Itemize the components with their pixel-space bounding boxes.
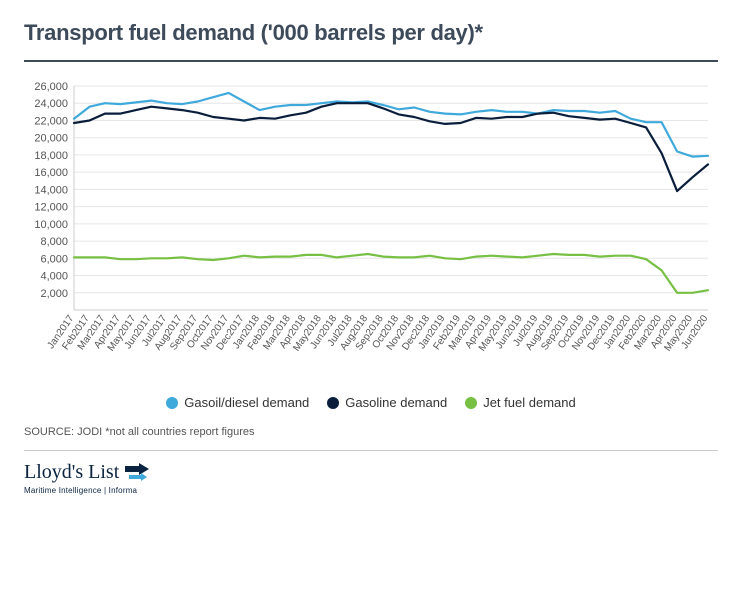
- legend-item: Gasoil/diesel demand: [166, 395, 309, 410]
- svg-text:10,000: 10,000: [34, 219, 68, 231]
- brand-block: Lloyd's List Maritime Intelligence | Inf…: [24, 461, 718, 495]
- title-divider: [24, 60, 718, 62]
- svg-text:6,000: 6,000: [40, 253, 68, 265]
- svg-text:18,000: 18,000: [34, 150, 68, 162]
- svg-text:14,000: 14,000: [34, 184, 68, 196]
- chart-svg: 2,000 4,000 6,000 8,000 10,000 12,000 14,000 16…: [24, 80, 718, 380]
- chart-title: Transport fuel demand ('000 barrels per …: [24, 20, 718, 46]
- chart-legend: Gasoil/diesel demand Gasoline demand Jet f…: [24, 395, 718, 410]
- svg-text:16,000: 16,000: [34, 167, 68, 179]
- brand-subtitle: Maritime Intelligence | Informa: [24, 486, 718, 495]
- legend-label: Gasoil/diesel demand: [184, 395, 309, 410]
- brand-arrow-icon: [125, 463, 149, 483]
- svg-text:8,000: 8,000: [40, 236, 68, 248]
- source-text: SOURCE: JODI *not all countries report f…: [24, 426, 718, 438]
- svg-text:4,000: 4,000: [40, 271, 68, 283]
- legend-item: Gasoline demand: [327, 395, 447, 410]
- svg-text:26,000: 26,000: [34, 81, 68, 93]
- legend-dot-icon: [465, 397, 477, 409]
- legend-label: Jet fuel demand: [483, 395, 576, 410]
- legend-dot-icon: [166, 397, 178, 409]
- footer-divider: [24, 450, 718, 451]
- svg-text:24,000: 24,000: [34, 98, 68, 110]
- legend-dot-icon: [327, 397, 339, 409]
- brand-name: Lloyd's List: [24, 461, 119, 484]
- svg-text:22,000: 22,000: [34, 115, 68, 127]
- legend-label: Gasoline demand: [345, 395, 447, 410]
- svg-text:12,000: 12,000: [34, 202, 68, 214]
- fuel-demand-chart: 2,000 4,000 6,000 8,000 10,000 12,000 14,000 16…: [24, 80, 718, 385]
- svg-text:2,000: 2,000: [40, 288, 68, 300]
- legend-item: Jet fuel demand: [465, 395, 576, 410]
- svg-text:20,000: 20,000: [34, 133, 68, 145]
